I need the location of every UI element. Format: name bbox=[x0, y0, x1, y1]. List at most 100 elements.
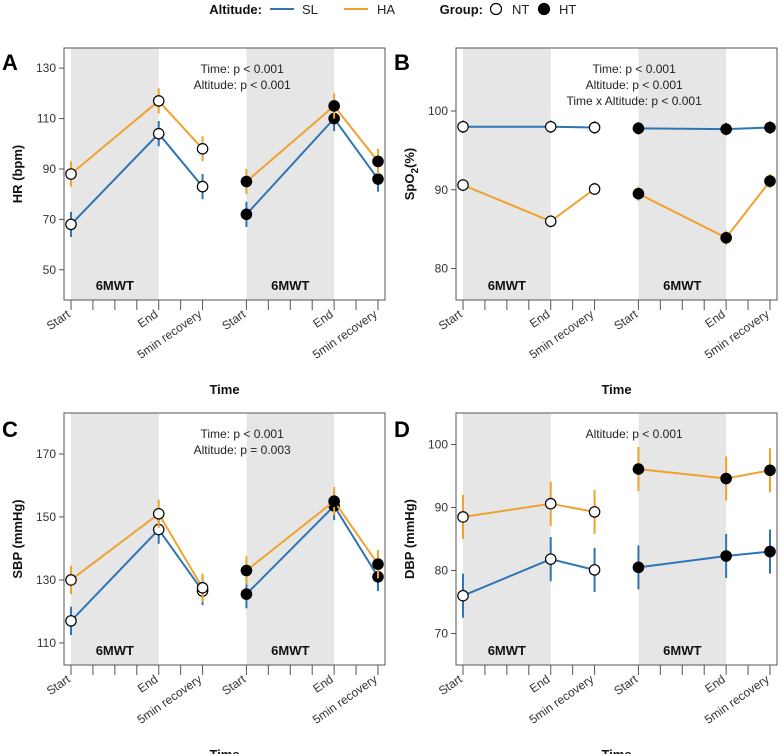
series-sl-nt bbox=[65, 515, 209, 636]
y-tick-label: 130 bbox=[36, 573, 56, 587]
data-point bbox=[632, 122, 645, 135]
series-ha-nt bbox=[457, 481, 601, 539]
data-point bbox=[65, 218, 77, 231]
series-line bbox=[463, 125, 595, 129]
series-sl-nt bbox=[457, 537, 601, 618]
data-point bbox=[196, 582, 209, 594]
shade-6mwt-region bbox=[246, 48, 335, 300]
data-point bbox=[196, 143, 209, 155]
legend: Altitude: SL HA Group: NT HT bbox=[209, 2, 576, 17]
shade-label: 6MWT bbox=[96, 643, 134, 658]
data-point bbox=[544, 497, 557, 510]
y-tick-label: 150 bbox=[36, 510, 56, 524]
series-ha-nt bbox=[457, 178, 601, 228]
shade-6mwt-region bbox=[463, 413, 551, 665]
shade-6mwt-region bbox=[463, 48, 551, 300]
data-point bbox=[544, 553, 557, 565]
data-point bbox=[65, 615, 77, 627]
x-tick-label: Start bbox=[611, 672, 640, 698]
data-point bbox=[544, 215, 557, 228]
y-axis-title: DBP (mmHg) bbox=[402, 499, 417, 579]
data-point bbox=[240, 564, 253, 577]
x-tick-label: End bbox=[310, 307, 336, 331]
plot-frame bbox=[455, 47, 778, 301]
shade-label: 6MWT bbox=[488, 278, 526, 293]
stats-annotation-line: Altitude: p < 0.001 bbox=[586, 427, 683, 441]
data-point bbox=[588, 121, 601, 134]
data-point bbox=[764, 175, 776, 187]
shade-6mwt-region bbox=[71, 413, 159, 665]
data-point bbox=[152, 95, 165, 107]
shade-6mwt-region bbox=[638, 48, 727, 300]
legend-group-title: Group: bbox=[440, 2, 483, 17]
shade-label: 6MWT bbox=[663, 278, 701, 293]
series-ha-nt bbox=[65, 88, 209, 187]
y-tick-label: 130 bbox=[36, 61, 56, 75]
data-point bbox=[588, 564, 601, 576]
y-tick-label: 80 bbox=[435, 262, 449, 276]
data-point bbox=[632, 187, 645, 200]
data-point bbox=[240, 208, 253, 221]
stats-annotation-line: Time x Altitude: p < 0.001 bbox=[566, 94, 702, 108]
x-tick-label: Start bbox=[44, 672, 73, 698]
stats-annotation-line: Time: p < 0.001 bbox=[201, 427, 285, 441]
shade-6mwt-region bbox=[71, 48, 159, 300]
x-tick-label: Start bbox=[436, 672, 465, 698]
stats-annotation-line: Altitude: p < 0.001 bbox=[194, 78, 291, 92]
x-tick-label: End bbox=[702, 672, 728, 696]
y-tick-label: 70 bbox=[43, 212, 57, 226]
series-sl-nt bbox=[457, 120, 601, 134]
data-point bbox=[764, 545, 776, 558]
data-point bbox=[720, 472, 732, 485]
series-ha-ht bbox=[240, 93, 384, 195]
y-axis-title: SBP (mmHg) bbox=[10, 499, 25, 578]
data-point bbox=[764, 121, 776, 134]
y-tick-label: 70 bbox=[435, 627, 449, 641]
legend-sl-label: SL bbox=[302, 2, 318, 17]
y-tick-label: 110 bbox=[37, 636, 56, 650]
shade-6mwt-region bbox=[246, 413, 335, 665]
data-point bbox=[65, 574, 77, 586]
legend-nt-label: NT bbox=[512, 2, 529, 17]
y-tick-label: 110 bbox=[37, 112, 56, 126]
y-axis-title: SpO2(%) bbox=[402, 148, 421, 201]
series-sl-ht bbox=[632, 121, 776, 136]
data-point bbox=[720, 550, 732, 562]
data-point bbox=[372, 173, 384, 185]
data-point bbox=[632, 463, 645, 475]
data-point bbox=[457, 589, 469, 602]
data-point bbox=[588, 183, 601, 195]
data-point bbox=[764, 464, 776, 477]
shade-label: 6MWT bbox=[488, 643, 526, 658]
data-point bbox=[240, 588, 253, 600]
y-axis-title: HR (bpm) bbox=[10, 145, 25, 204]
y-tick-label: 80 bbox=[435, 564, 449, 578]
shade-label: 6MWT bbox=[271, 278, 309, 293]
data-point bbox=[457, 120, 469, 133]
series-ha-ht bbox=[632, 174, 776, 245]
plot-frame bbox=[63, 412, 386, 666]
y-tick-label: 100 bbox=[428, 438, 448, 452]
plot-frame bbox=[455, 412, 778, 666]
y-tick-label: 170 bbox=[36, 447, 56, 461]
stats-annotation-line: Time: p < 0.001 bbox=[201, 62, 285, 76]
x-axis-title: Time bbox=[209, 382, 239, 397]
stats-annotation-line: Altitude: p = 0.003 bbox=[194, 443, 291, 457]
shade-label: 6MWT bbox=[271, 643, 309, 658]
shade-label: 6MWT bbox=[663, 643, 701, 658]
x-axis-title: Time bbox=[601, 382, 631, 397]
data-point bbox=[65, 168, 77, 180]
panel-letter: D bbox=[394, 417, 410, 442]
open-circle-icon bbox=[489, 2, 503, 16]
stats-annotation-line: Time: p < 0.001 bbox=[593, 62, 677, 76]
series-sl-nt bbox=[65, 121, 209, 237]
y-tick-label: 100 bbox=[428, 104, 448, 118]
series-ha-ht bbox=[632, 447, 776, 501]
data-point bbox=[720, 231, 732, 244]
y-tick-label: 90 bbox=[43, 162, 57, 176]
data-point bbox=[372, 155, 384, 168]
legend-ht-label: HT bbox=[559, 2, 576, 17]
